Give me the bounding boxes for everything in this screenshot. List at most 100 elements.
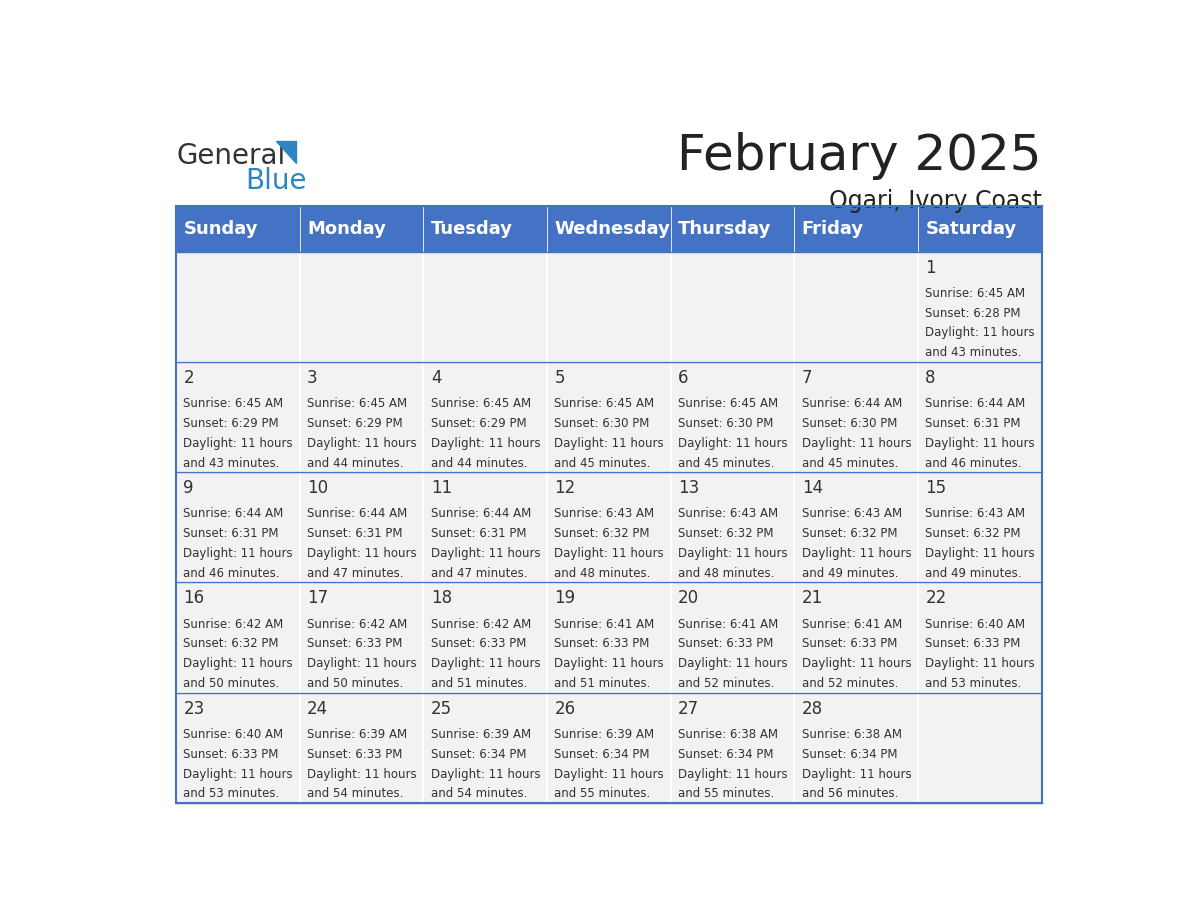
Text: Monday: Monday [308,219,386,238]
Text: and 44 minutes.: and 44 minutes. [308,456,404,469]
Text: Daylight: 11 hours: Daylight: 11 hours [308,767,417,780]
Text: Sunset: 6:34 PM: Sunset: 6:34 PM [555,748,650,761]
Text: Daylight: 11 hours: Daylight: 11 hours [431,767,541,780]
Text: Sunset: 6:31 PM: Sunset: 6:31 PM [308,527,403,540]
Bar [176,582,299,692]
Text: Sunrise: 6:45 AM: Sunrise: 6:45 AM [308,397,407,410]
Text: and 45 minutes.: and 45 minutes. [678,456,775,469]
Text: Blue: Blue [245,167,307,195]
Text: Daylight: 11 hours: Daylight: 11 hours [925,327,1035,340]
Bar [423,252,546,362]
Text: and 49 minutes.: and 49 minutes. [802,566,898,580]
Text: Sunrise: 6:42 AM: Sunrise: 6:42 AM [431,618,531,631]
Text: Sunset: 6:33 PM: Sunset: 6:33 PM [308,748,403,761]
Text: 11: 11 [431,479,451,498]
Text: and 55 minutes.: and 55 minutes. [678,788,775,800]
Text: and 53 minutes.: and 53 minutes. [183,788,279,800]
Text: Sunrise: 6:41 AM: Sunrise: 6:41 AM [802,618,902,631]
Text: 22: 22 [925,589,947,608]
Text: 25: 25 [431,700,451,718]
Text: 23: 23 [183,700,204,718]
Bar [671,252,795,362]
Text: Sunrise: 6:45 AM: Sunrise: 6:45 AM [678,397,778,410]
Text: Sunrise: 6:43 AM: Sunrise: 6:43 AM [678,508,778,521]
Text: Sunset: 6:33 PM: Sunset: 6:33 PM [555,637,650,651]
Text: Sunrise: 6:44 AM: Sunrise: 6:44 AM [308,508,407,521]
Text: Daylight: 11 hours: Daylight: 11 hours [555,767,664,780]
Text: Sunrise: 6:38 AM: Sunrise: 6:38 AM [802,728,902,741]
Text: Sunrise: 6:45 AM: Sunrise: 6:45 AM [925,286,1025,300]
Text: Daylight: 11 hours: Daylight: 11 hours [678,437,788,450]
Text: 14: 14 [802,479,823,498]
Bar [546,582,671,692]
Text: Sunset: 6:30 PM: Sunset: 6:30 PM [802,417,897,430]
Text: Daylight: 11 hours: Daylight: 11 hours [678,547,788,560]
Text: 10: 10 [308,479,328,498]
Text: Sunrise: 6:39 AM: Sunrise: 6:39 AM [431,728,531,741]
Text: Sunset: 6:33 PM: Sunset: 6:33 PM [431,637,526,651]
Text: Sunset: 6:31 PM: Sunset: 6:31 PM [925,417,1020,430]
Text: Sunset: 6:30 PM: Sunset: 6:30 PM [678,417,773,430]
Text: Sunrise: 6:43 AM: Sunrise: 6:43 AM [802,508,902,521]
Text: Daylight: 11 hours: Daylight: 11 hours [678,657,788,670]
Text: and 46 minutes.: and 46 minutes. [183,566,280,580]
Bar [918,362,1042,472]
Bar [176,206,1042,803]
Text: 17: 17 [308,589,328,608]
Text: Daylight: 11 hours: Daylight: 11 hours [555,657,664,670]
Text: Sunset: 6:32 PM: Sunset: 6:32 PM [183,637,279,651]
Text: Daylight: 11 hours: Daylight: 11 hours [183,547,293,560]
Text: and 45 minutes.: and 45 minutes. [555,456,651,469]
Text: Sunrise: 6:41 AM: Sunrise: 6:41 AM [678,618,778,631]
Text: 26: 26 [555,700,575,718]
Text: Sunset: 6:29 PM: Sunset: 6:29 PM [183,417,279,430]
Text: Daylight: 11 hours: Daylight: 11 hours [183,767,293,780]
Bar [423,206,546,252]
Bar [176,472,299,582]
Text: Sunset: 6:34 PM: Sunset: 6:34 PM [431,748,526,761]
Text: Daylight: 11 hours: Daylight: 11 hours [308,437,417,450]
Text: Sunrise: 6:45 AM: Sunrise: 6:45 AM [555,397,655,410]
Text: Wednesday: Wednesday [555,219,670,238]
Bar [795,692,918,803]
Text: and 44 minutes.: and 44 minutes. [431,456,527,469]
Text: Sunrise: 6:39 AM: Sunrise: 6:39 AM [308,728,407,741]
Text: Sunrise: 6:40 AM: Sunrise: 6:40 AM [925,618,1025,631]
Bar [795,582,918,692]
Bar [795,362,918,472]
Text: and 48 minutes.: and 48 minutes. [678,566,775,580]
Text: Sunset: 6:29 PM: Sunset: 6:29 PM [431,417,526,430]
Text: 20: 20 [678,589,700,608]
Text: 3: 3 [308,369,317,386]
Bar [176,692,299,803]
Bar [423,472,546,582]
Bar [423,692,546,803]
Text: Sunset: 6:33 PM: Sunset: 6:33 PM [802,637,897,651]
Text: Sunrise: 6:43 AM: Sunrise: 6:43 AM [925,508,1025,521]
Bar [918,582,1042,692]
Bar [671,582,795,692]
Text: and 52 minutes.: and 52 minutes. [802,677,898,690]
Text: 9: 9 [183,479,194,498]
Text: Sunset: 6:32 PM: Sunset: 6:32 PM [678,527,773,540]
Text: 18: 18 [431,589,451,608]
Text: Sunset: 6:33 PM: Sunset: 6:33 PM [925,637,1020,651]
Text: Sunset: 6:34 PM: Sunset: 6:34 PM [678,748,773,761]
Bar [795,472,918,582]
Text: Thursday: Thursday [678,219,771,238]
Text: 5: 5 [555,369,565,386]
Text: and 50 minutes.: and 50 minutes. [183,677,279,690]
Text: Daylight: 11 hours: Daylight: 11 hours [431,657,541,670]
Text: and 45 minutes.: and 45 minutes. [802,456,898,469]
Bar [299,582,423,692]
Text: Daylight: 11 hours: Daylight: 11 hours [925,547,1035,560]
Text: Sunrise: 6:43 AM: Sunrise: 6:43 AM [555,508,655,521]
Text: 12: 12 [555,479,576,498]
Text: 24: 24 [308,700,328,718]
Text: Sunrise: 6:44 AM: Sunrise: 6:44 AM [431,508,531,521]
Bar [176,206,299,252]
Text: Tuesday: Tuesday [431,219,513,238]
Bar [671,362,795,472]
Bar [918,206,1042,252]
Text: Sunset: 6:33 PM: Sunset: 6:33 PM [183,748,279,761]
